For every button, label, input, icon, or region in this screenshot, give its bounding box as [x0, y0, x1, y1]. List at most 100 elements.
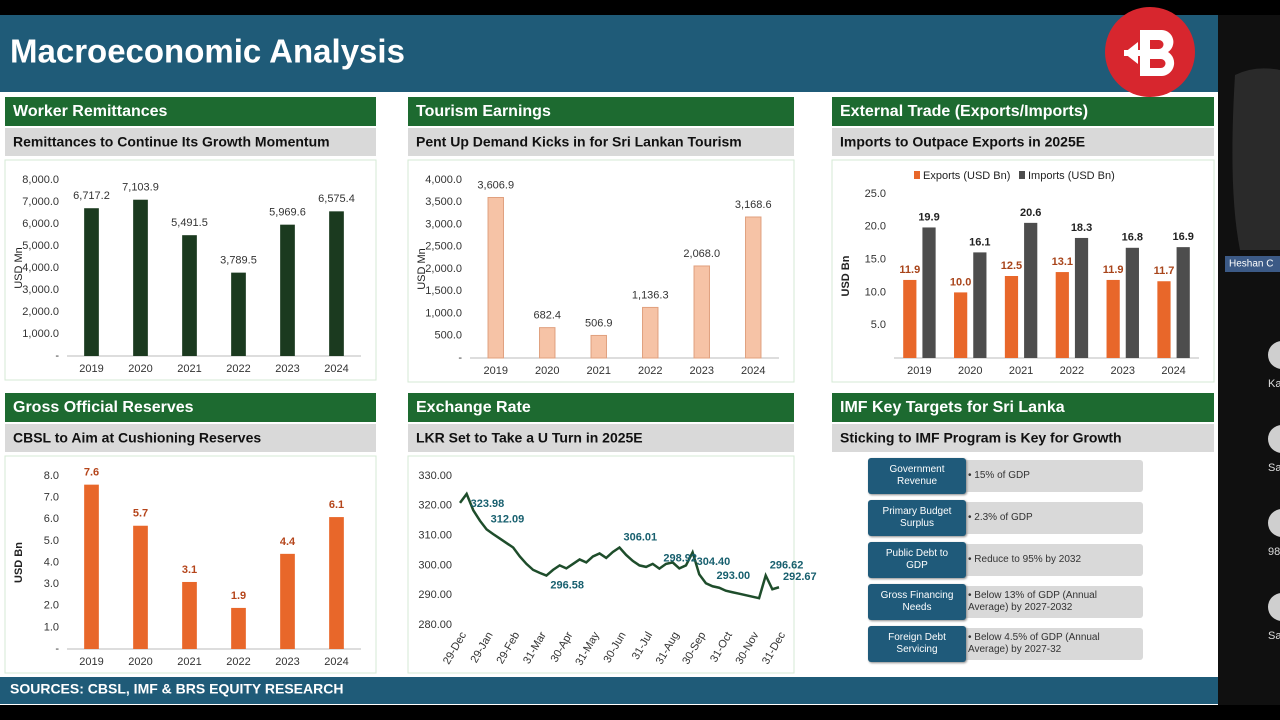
value-label: 682.4 — [533, 310, 561, 322]
y-tick-label: - — [55, 350, 59, 362]
footer-sources: SOURCES: CBSL, IMF & BRS EQUITY RESEARCH — [10, 681, 343, 697]
panel-title: Exchange Rate — [416, 399, 531, 416]
imf-target-label: Government Revenue — [868, 458, 966, 494]
x-tick-label: 2023 — [690, 365, 714, 377]
y-tick-label: 290.00 — [418, 589, 452, 601]
x-tick-label: 2020 — [128, 656, 152, 668]
y-axis-label: USD Bn — [13, 542, 25, 583]
y-tick-label: 2,000.0 — [425, 263, 462, 275]
bar — [539, 327, 556, 359]
y-tick-label: 6.0 — [44, 513, 59, 525]
value-label: 298.92 — [663, 553, 697, 565]
bar — [182, 235, 197, 356]
slide-title: Macroeconomic Analysis — [10, 33, 405, 70]
value-label: 506.9 — [585, 317, 613, 329]
y-tick-label: 15.0 — [865, 254, 886, 266]
bar — [329, 517, 344, 649]
x-tick-label: 2019 — [907, 365, 931, 377]
value-label: 11.9 — [1103, 264, 1124, 276]
bar — [231, 607, 246, 649]
participant-avatar — [1268, 509, 1280, 537]
imf-target-label: Public Debt to GDP — [868, 542, 966, 578]
value-label: 16.8 — [1122, 232, 1143, 244]
panel-subtitle: Imports to Outpace Exports in 2025E — [840, 134, 1085, 150]
value-label: 3,168.6 — [735, 199, 772, 211]
y-tick-label: 300.00 — [418, 559, 452, 571]
line — [458, 491, 780, 600]
bar — [693, 265, 710, 359]
y-tick-label: 7.0 — [44, 492, 59, 504]
bar — [1106, 279, 1120, 358]
participant-video — [1232, 68, 1280, 250]
bar — [280, 224, 295, 356]
bar — [1055, 272, 1069, 358]
header-bar — [0, 15, 1218, 92]
value-label: 1,136.3 — [632, 289, 669, 301]
y-axis-label: USD Mn — [13, 247, 25, 289]
panel-title: IMF Key Targets for Sri Lanka — [840, 399, 1065, 416]
bar — [182, 581, 197, 649]
y-tick-label: 4,000.0 — [425, 174, 462, 186]
participant-avatar — [1268, 425, 1280, 453]
panel-title-bar — [5, 393, 376, 422]
imf-target-label: Foreign Debt Servicing — [868, 626, 966, 662]
x-tick-label: 2024 — [1161, 365, 1185, 377]
x-tick-label: 2019 — [79, 656, 103, 668]
value-label: 16.9 — [1172, 231, 1193, 243]
value-label: 6,575.4 — [318, 193, 355, 205]
panel-subtitle-bar — [832, 424, 1214, 452]
bar — [84, 208, 99, 356]
x-tick-label: 2021 — [1009, 365, 1033, 377]
value-label: 20.6 — [1020, 207, 1041, 219]
value-label: 4.4 — [280, 536, 296, 548]
y-tick-label: 3,500.0 — [425, 196, 462, 208]
bar — [954, 292, 968, 358]
value-label: 12.5 — [1001, 260, 1022, 272]
panel-title: Worker Remittances — [13, 103, 168, 120]
y-tick-label: 2,500.0 — [425, 241, 462, 253]
value-label: 13.1 — [1052, 256, 1073, 268]
bar — [1004, 276, 1019, 358]
y-tick-label: 20.0 — [865, 221, 886, 233]
x-tick-label: 2020 — [535, 365, 559, 377]
bar — [329, 211, 344, 356]
y-tick-label: 8,000.0 — [22, 174, 59, 186]
y-tick-label: 25.0 — [865, 188, 886, 200]
value-label: 19.9 — [918, 211, 939, 223]
value-label: 3,789.5 — [220, 255, 257, 267]
x-tick-label: 2024 — [741, 365, 765, 377]
value-label: 1.9 — [231, 590, 246, 602]
logo — [1105, 7, 1195, 97]
bar — [133, 525, 148, 649]
x-tick-label: 2024 — [324, 363, 348, 375]
x-tick-label: 2019 — [484, 365, 508, 377]
bar — [1176, 247, 1190, 358]
y-tick-label: 8.0 — [44, 470, 59, 482]
panel-title: Tourism Earnings — [416, 103, 551, 120]
participant-initial: Ka — [1268, 378, 1280, 390]
participant-name-box — [1225, 256, 1280, 272]
y-tick-label: 7,000.0 — [22, 196, 59, 208]
value-label: 2,068.0 — [683, 248, 720, 260]
y-tick-label: 5.0 — [44, 535, 59, 547]
y-tick-label: 4,000.0 — [22, 262, 59, 274]
value-label: 312.09 — [491, 513, 525, 525]
panel-subtitle-bar — [5, 128, 376, 156]
panel-title-bar — [832, 97, 1214, 126]
value-label: 296.58 — [550, 579, 584, 591]
panel-title: Gross Official Reserves — [13, 399, 194, 416]
panel-subtitle-bar — [408, 424, 794, 452]
y-tick-label: 280.00 — [418, 619, 452, 631]
y-tick-label: - — [458, 352, 462, 364]
panel-subtitle: Sticking to IMF Program is Key for Growt… — [840, 430, 1122, 446]
imf-target-label: Primary Budget Surplus — [868, 500, 966, 536]
y-tick-label: 10.0 — [865, 286, 886, 298]
x-tick-label: 2021 — [177, 656, 201, 668]
x-tick-label: 2023 — [1111, 365, 1135, 377]
value-label: 306.01 — [624, 531, 658, 543]
value-label: 7,103.9 — [122, 182, 159, 194]
value-label: 3,606.9 — [477, 179, 514, 191]
value-label: 10.0 — [950, 276, 971, 288]
